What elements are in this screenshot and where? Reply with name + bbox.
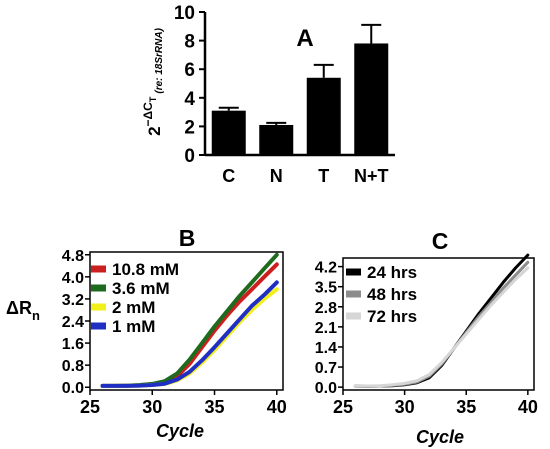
c-panel-label: C bbox=[432, 228, 449, 254]
b-x-tick-label: 35 bbox=[205, 397, 225, 417]
b-y-tick-label: 3.2 bbox=[62, 292, 84, 309]
a-bar-N+T bbox=[354, 43, 389, 155]
a-ylabel-note: (re: 18SrRNA) bbox=[154, 27, 165, 93]
b-legend-label-2: 2 mM bbox=[112, 298, 155, 317]
a-bars bbox=[211, 43, 389, 155]
a-error-bars bbox=[218, 23, 382, 125]
b-ylabel-sub: n bbox=[32, 308, 40, 323]
c-x-tick-label: 25 bbox=[333, 397, 353, 417]
b-x-tick-label: 25 bbox=[80, 397, 100, 417]
a-y-tick-label: 6 bbox=[184, 60, 195, 81]
a-y-ticks: 0 2 4 6 8 10 bbox=[174, 3, 205, 167]
b-y-tick-label: 2.4 bbox=[62, 314, 84, 331]
c-y-tick-label: 2.8 bbox=[315, 300, 337, 317]
c-x-tick-label: 40 bbox=[518, 397, 538, 417]
c-x-tick-label: 30 bbox=[395, 397, 415, 417]
c-y-tick-label: 0.0 bbox=[315, 380, 337, 397]
c-plot-frame bbox=[342, 257, 535, 391]
a-axes bbox=[203, 12, 395, 157]
c-legend-label-0: 24 hrs bbox=[367, 263, 417, 282]
b-legend-label-3: 1 mM bbox=[112, 317, 155, 336]
c-x-ticks: 25 30 35 40 bbox=[333, 390, 538, 417]
a-x-tick-label: N bbox=[270, 166, 283, 186]
b-y-tick-label: 4.8 bbox=[62, 248, 84, 265]
b-y-tick-label: 4.0 bbox=[62, 270, 84, 287]
a-y-tick-label: 10 bbox=[174, 3, 195, 24]
a-ylabel-exponent: −ΔC bbox=[141, 102, 155, 127]
panel-b-line-chart: 0.0 0.8 1.6 2.4 3.2 4.0 4.8 25 30 35 40 10.8 mM3.… bbox=[6, 225, 287, 441]
c-legend-label-2: 72 hrs bbox=[367, 307, 417, 326]
panel-c-line-chart: 0.0 0.7 1.4 2.1 2.8 3.5 4.2 25 30 35 40 24 hrs 48 … bbox=[315, 228, 538, 447]
a-bar-T bbox=[306, 77, 341, 155]
b-y-ticks: 0.0 0.8 1.6 2.4 3.2 4.0 4.8 bbox=[62, 248, 90, 397]
c-axes bbox=[342, 257, 535, 391]
c-y-ticks: 0.0 0.7 1.4 2.1 2.8 3.5 4.2 bbox=[315, 260, 343, 397]
c-y-tick-label: 1.4 bbox=[315, 340, 337, 357]
b-series-line-3 bbox=[100, 280, 279, 388]
b-ylabel-main: ΔR bbox=[6, 298, 32, 318]
b-legend: 10.8 mM3.6 mM2 mM1 mM bbox=[91, 260, 179, 336]
a-ylabel-base: 2 bbox=[145, 126, 164, 135]
c-y-tick-label: 2.1 bbox=[315, 320, 337, 337]
b-x-ticks: 25 30 35 40 bbox=[80, 390, 287, 417]
a-x-ticks: C N T N+T bbox=[222, 166, 388, 186]
b-series-lines bbox=[100, 252, 279, 388]
b-legend-label-1: 3.6 mM bbox=[112, 279, 170, 298]
b-y-tick-label: 1.6 bbox=[62, 336, 84, 353]
a-bar-N bbox=[259, 124, 294, 155]
c-y-tick-label: 4.2 bbox=[315, 260, 337, 277]
b-x-tick-label: 30 bbox=[142, 397, 162, 417]
a-bar-C bbox=[211, 110, 246, 155]
b-legend-label-0: 10.8 mM bbox=[112, 260, 179, 279]
a-y-tick-label: 2 bbox=[184, 117, 195, 138]
c-series-line-2 bbox=[353, 266, 530, 388]
b-x-tick-label: 40 bbox=[267, 397, 287, 417]
a-x-tick-label: C bbox=[222, 166, 235, 186]
b-panel-label: B bbox=[179, 225, 196, 251]
a-y-tick-label: 8 bbox=[184, 32, 195, 53]
b-y-tick-label: 0.0 bbox=[62, 380, 84, 397]
c-legend-label-1: 48 hrs bbox=[367, 285, 417, 304]
a-ylabel-exp-sub: T bbox=[148, 96, 158, 102]
c-y-tick-label: 0.7 bbox=[315, 360, 337, 377]
a-panel-label: A bbox=[296, 25, 313, 52]
c-x-axis-label: Cycle bbox=[416, 427, 464, 447]
c-legend: 24 hrs 48 hrs 72 hrs bbox=[346, 263, 417, 326]
c-series-lines bbox=[353, 253, 530, 388]
b-y-axis-label: ΔRn bbox=[6, 298, 40, 323]
a-y-axis-label: 2−ΔCT (re: 18SrRNA) bbox=[141, 27, 165, 136]
c-y-tick-label: 3.5 bbox=[315, 280, 337, 297]
a-y-tick-label: 0 bbox=[184, 146, 195, 167]
a-x-tick-label: T bbox=[318, 166, 329, 186]
b-x-axis-label: Cycle bbox=[156, 421, 204, 441]
a-x-tick-label: N+T bbox=[354, 166, 389, 186]
a-y-tick-label: 4 bbox=[184, 89, 195, 110]
b-y-tick-label: 0.8 bbox=[62, 358, 84, 375]
c-x-tick-label: 35 bbox=[456, 397, 476, 417]
